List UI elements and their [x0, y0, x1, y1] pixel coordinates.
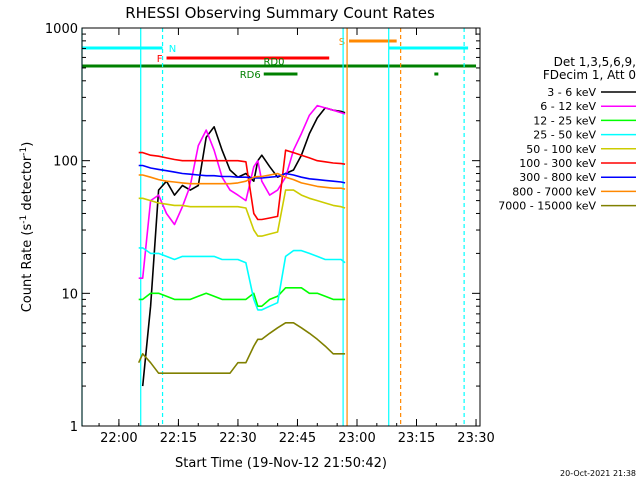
legend-entry-label: 50 - 100 keV — [526, 143, 596, 156]
series-line — [138, 286, 346, 308]
x-tick-label: 23:30 — [457, 431, 494, 446]
series-line — [138, 172, 346, 190]
flag-label: RD6 — [240, 70, 261, 81]
series-line — [138, 104, 346, 280]
flag-label: S — [339, 37, 345, 48]
x-tick-label: 22:00 — [100, 431, 137, 446]
legend-entry-label: 6 - 12 keV — [540, 100, 596, 113]
legend-entry-label: 3 - 6 keV — [547, 86, 596, 99]
legend-entry-label: 800 - 7000 keV — [512, 185, 596, 198]
series-line — [138, 247, 346, 311]
x-axis-label: Start Time (19-Nov-12 21:50:42) — [175, 456, 387, 471]
series-line — [141, 107, 346, 387]
series-line — [138, 149, 346, 221]
x-tick-label: 23:00 — [338, 431, 375, 446]
plot-frame — [81, 27, 481, 427]
legend-entry-label: 7000 - 15000 keV — [498, 200, 596, 213]
legend-entry-label: 25 - 50 keV — [533, 129, 596, 142]
y-tick-label: 1 — [70, 420, 78, 435]
flag-label: RD0 — [263, 57, 284, 68]
series-line — [138, 164, 346, 184]
vertical-markers — [81, 28, 465, 426]
x-tick-label: 22:30 — [219, 431, 256, 446]
series-lines — [137, 104, 346, 387]
series-line — [138, 189, 346, 237]
x-tick-label: 22:15 — [160, 431, 197, 446]
legend-header-line-2: FDecim 1, Att 0 — [543, 68, 636, 82]
y-tick-label: 1000 — [45, 22, 78, 37]
legend-entry-label: 12 - 25 keV — [533, 114, 596, 127]
x-axis-ticks: 22:00 22:15 22:30 22:45 23:00 23:15 23:30 — [98, 28, 495, 446]
legend-entry-label: 300 - 800 keV — [519, 171, 596, 184]
footer-timestamp: 20-Oct-2021 21:38 — [560, 469, 636, 478]
flag-label: N — [169, 44, 176, 55]
legend-header-line-1: Det 1,3,5,6,9, — [554, 55, 636, 69]
y-tick-label: 10 — [61, 287, 78, 302]
x-tick-label: 23:15 — [398, 431, 435, 446]
chart-title: RHESSI Observing Summary Count Rates — [125, 4, 435, 22]
x-tick-label: 22:45 — [279, 431, 316, 446]
legend-entry-label: 100 - 300 keV — [519, 157, 596, 170]
series-line — [137, 321, 346, 375]
y-axis-ticks: 1 10 100 1000 — [45, 22, 480, 435]
y-axis-label: Count Rate (s-1 detector-1) — [19, 142, 35, 313]
y-tick-label: 100 — [53, 155, 78, 170]
flag-label: F — [157, 54, 163, 65]
